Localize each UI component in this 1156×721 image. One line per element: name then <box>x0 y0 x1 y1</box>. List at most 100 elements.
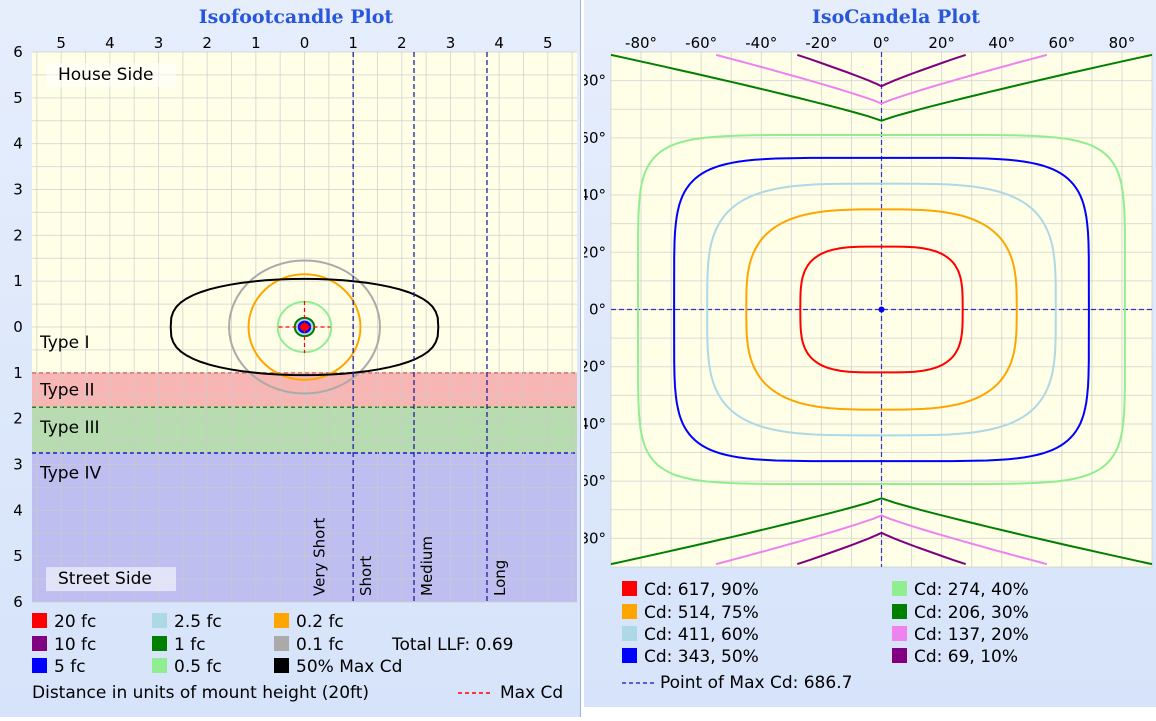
y-tick-label: -80° <box>584 529 606 547</box>
y-tick-label: 2 <box>13 410 23 428</box>
contour-cd-617-90 <box>799 245 964 374</box>
x-tick-label: -60° <box>685 34 717 52</box>
legend-label-0-1-fc: 0.1 fc <box>296 635 344 655</box>
contour-0-2-fc <box>247 273 362 381</box>
legend-swatch-cd-274-40 <box>892 581 907 596</box>
y-tick-label: 20° <box>584 243 606 261</box>
y-tick-label: 6 <box>13 43 23 61</box>
legend-swatch-cd-206-30 <box>892 604 907 619</box>
contour-cd-411-60 <box>706 182 1057 437</box>
contour-cd-274-40 <box>636 134 1126 485</box>
legend-label-0-2-fc: 0.2 fc <box>296 612 344 632</box>
region-label-type-i: Type I <box>39 333 89 353</box>
x-tick-label: 3 <box>154 34 164 52</box>
contour-50-max-cd <box>169 277 440 377</box>
region-label-house-side: House Side <box>58 65 153 85</box>
legend-label-10-fc: 10 fc <box>54 635 96 655</box>
contour-cd-69-10-top <box>796 53 967 88</box>
y-tick-label: 40° <box>584 186 606 204</box>
x-tick-label: 5 <box>56 34 66 52</box>
legend-label-1-fc: 1 fc <box>174 635 206 655</box>
legend-swatch-1-fc <box>152 636 167 651</box>
y-tick-label: 4 <box>13 135 23 153</box>
y-tick-label: 0 <box>13 318 23 336</box>
region-label-type-ii: Type II <box>39 380 94 400</box>
x-tick-label: 60° <box>1049 34 1076 52</box>
region-label-bg-street-side <box>46 567 176 592</box>
distance-note: Distance in units of mount height (20ft) <box>32 683 369 703</box>
x-tick-label: 4 <box>494 34 504 52</box>
y-tick-label: 1 <box>13 364 23 382</box>
max-cd-point <box>878 306 885 313</box>
isocandela-svg: IsoCandela Plot -80° -60° -40° -20° 0° 20° 40°… <box>574 6 1153 693</box>
distance-label-medium: Medium <box>418 536 436 596</box>
legend-max-cd-label: Max Cd <box>500 683 563 703</box>
y-tick-label: -20° <box>584 358 606 376</box>
y-tick-label: 5 <box>13 547 23 565</box>
y-tick-label: 80° <box>584 72 606 90</box>
max-cd-point <box>301 324 308 330</box>
contour-cd-343-50 <box>673 156 1090 463</box>
legend-swatch-cd-137-20 <box>892 626 907 641</box>
contour-cd-206-30-bottom <box>610 497 1153 566</box>
isocandela-title: IsoCandela Plot <box>812 6 980 28</box>
legend-swatch-2-5-fc <box>152 613 167 628</box>
legend-swatch-20-fc <box>32 613 47 628</box>
legend-max-cd-label: Point of Max Cd: 686.7 <box>660 673 852 693</box>
region-label-type-iv: Type IV <box>39 464 101 484</box>
legend-swatch-0-5-fc <box>152 658 167 673</box>
legend-label-20-fc: 20 fc <box>54 612 96 632</box>
x-tick-label: -40° <box>745 34 777 52</box>
contour-cd-69-10-bottom <box>796 531 967 566</box>
y-tick-label: 0° <box>589 301 606 319</box>
y-tick-label: 60° <box>584 129 606 147</box>
x-tick-label: 40° <box>988 34 1015 52</box>
legend-label-cd-137-20: Cd: 137, 20% <box>914 625 1029 645</box>
distance-label-very-short: Very Short <box>311 517 329 596</box>
legend-swatch-cd-69-10 <box>892 648 907 663</box>
legend-label-cd-514-75: Cd: 514, 75% <box>644 603 759 623</box>
distance-label-short: Short <box>357 556 375 596</box>
y-tick-label: -40° <box>584 415 606 433</box>
legend-label-cd-617-90: Cd: 617, 90% <box>644 580 759 600</box>
x-tick-label: 0° <box>873 34 890 52</box>
x-tick-label: 1 <box>251 34 261 52</box>
legend-swatch-cd-343-50 <box>622 648 637 663</box>
y-tick-label: 5 <box>13 89 23 107</box>
contour-cd-206-30-top <box>610 53 1153 122</box>
contour-cd-514-75 <box>745 208 1018 411</box>
x-tick-label: 1 <box>348 34 358 52</box>
isocandela-panel: IsoCandela Plot -80° -60° -40° -20° 0° 20° 40°… <box>574 0 1156 707</box>
isofootcandle-panel: Isofootcandle Plot 5 4 3 2 1 0 1 2 3 4 5 6 5 4 3 2 1 0 1 2 3… <box>0 0 581 717</box>
legend-label-5-fc: 5 fc <box>54 657 86 677</box>
contour-2-5-fc <box>295 318 314 336</box>
x-tick-label: 4 <box>105 34 115 52</box>
legend-swatch-cd-514-75 <box>622 604 637 619</box>
contour-0-1-fc <box>228 259 381 395</box>
y-tick-label: 6 <box>13 593 23 611</box>
y-tick-label: 4 <box>13 501 23 519</box>
legend-label-2-5-fc: 2.5 fc <box>174 612 222 632</box>
region-label-bg-house-side <box>46 62 176 87</box>
legend-swatch-0-2-fc <box>274 613 289 628</box>
legend-label-cd-274-40: Cd: 274, 40% <box>914 580 1029 600</box>
legend-label-cd-411-60: Cd: 411, 60% <box>644 625 759 645</box>
legend-label-cd-343-50: Cd: 343, 50% <box>644 647 759 667</box>
x-tick-label: 3 <box>446 34 456 52</box>
legend-swatch-0-1-fc <box>274 636 289 651</box>
y-tick-label: 1 <box>13 272 23 290</box>
distance-label-long: Long <box>491 560 509 596</box>
y-tick-label: -60° <box>584 472 606 490</box>
x-tick-label: 0 <box>300 34 310 52</box>
x-tick-label: 2 <box>202 34 212 52</box>
y-tick-label: 2 <box>13 226 23 244</box>
x-tick-label: 5 <box>543 34 553 52</box>
y-tick-label: 3 <box>13 456 23 474</box>
isofootcandle-title: Isofootcandle Plot <box>199 6 394 28</box>
region-label-street-side: Street Side <box>58 569 152 589</box>
contour-cd-137-20-bottom <box>715 514 1048 566</box>
isofootcandle-svg: Isofootcandle Plot 5 4 3 2 1 0 1 2 3 4 5 6 5 4 3 2 1 0 1 2 3… <box>13 6 577 703</box>
legend-swatch-5-fc <box>32 658 47 673</box>
legend-swatch-cd-617-90 <box>622 581 637 596</box>
